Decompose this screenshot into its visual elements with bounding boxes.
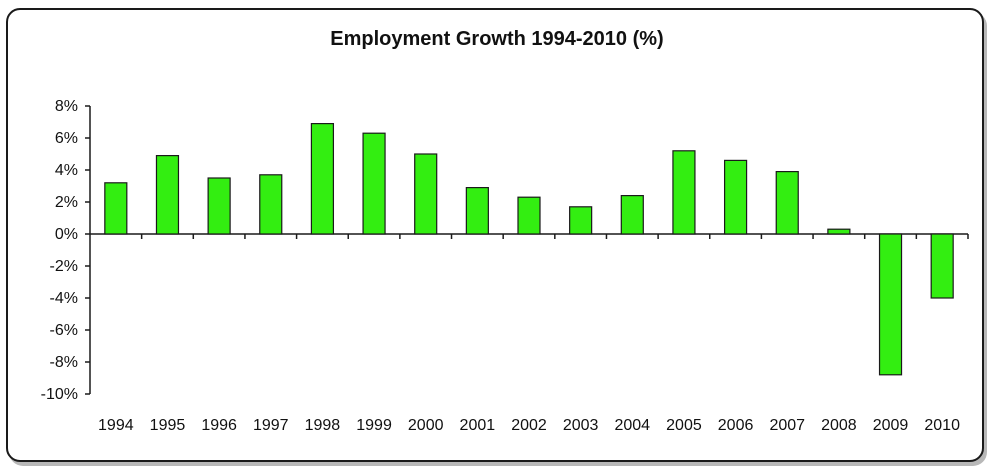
- bar-2000: [414, 153, 438, 235]
- x-tick-label-2000: 2000: [408, 417, 444, 434]
- x-tick-label-2004: 2004: [614, 417, 650, 434]
- bar-1994: [104, 182, 128, 235]
- bar-2008: [827, 228, 851, 235]
- y-tick-label: 8%: [55, 98, 78, 115]
- x-tick-label-2005: 2005: [666, 417, 702, 434]
- y-tick-label: -8%: [50, 354, 78, 371]
- bar-1998: [310, 122, 335, 235]
- bar-1999: [362, 132, 386, 235]
- x-tick-label-1999: 1999: [356, 417, 392, 434]
- y-tick-label: 4%: [55, 162, 78, 179]
- chart-frame: [6, 8, 984, 462]
- bar-1997: [259, 174, 283, 235]
- bar-1996: [207, 177, 231, 235]
- y-tick-label: -4%: [50, 290, 78, 307]
- x-tick-label-2001: 2001: [460, 417, 496, 434]
- bar-2001: [465, 187, 489, 235]
- y-tick-label: -6%: [50, 322, 78, 339]
- x-tick-label-2003: 2003: [563, 417, 599, 434]
- x-tick-label-1994: 1994: [98, 417, 134, 434]
- x-tick-label-1996: 1996: [201, 417, 237, 434]
- y-tick-label: -2%: [50, 258, 78, 275]
- x-tick-label-1995: 1995: [150, 417, 186, 434]
- x-tick-label-2009: 2009: [873, 417, 909, 434]
- bar-2004: [620, 195, 644, 235]
- bar-2010: [930, 233, 954, 299]
- x-tick-label-2007: 2007: [769, 417, 805, 434]
- bar-1995: [155, 155, 180, 235]
- bar-2009: [878, 233, 903, 376]
- x-tick-label-2006: 2006: [718, 417, 754, 434]
- bar-2002: [517, 196, 541, 235]
- y-tick-label: 2%: [55, 194, 78, 211]
- bar-2006: [723, 159, 748, 235]
- bar-2005: [672, 150, 696, 235]
- bar-2003: [569, 206, 593, 235]
- chart-title: Employment Growth 1994-2010 (%): [330, 28, 664, 50]
- x-tick-label-2010: 2010: [924, 417, 960, 434]
- x-tick-label-2008: 2008: [821, 417, 857, 434]
- y-tick-label: -10%: [41, 386, 78, 403]
- y-tick-label: 0%: [55, 226, 78, 243]
- x-tick-label-1998: 1998: [305, 417, 341, 434]
- y-tick-label: 6%: [55, 130, 78, 147]
- x-tick-label-1997: 1997: [253, 417, 289, 434]
- x-tick-label-2002: 2002: [511, 417, 547, 434]
- bar-2007: [775, 171, 799, 235]
